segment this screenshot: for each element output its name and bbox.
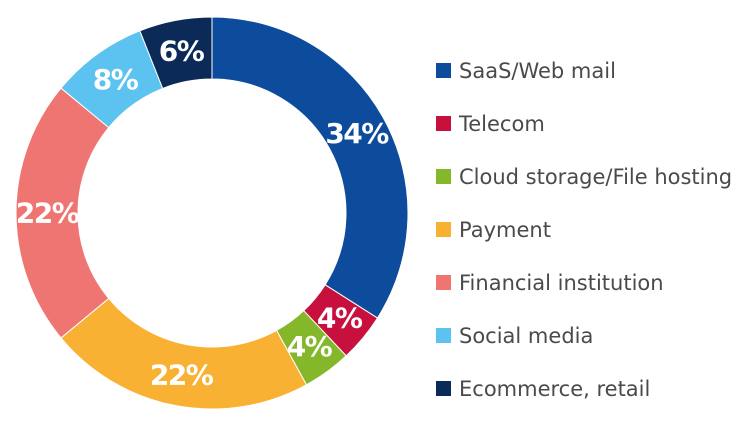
slices-group [15, 16, 409, 410]
slice-label-cloud-storage-file-hosting: 4% [287, 330, 333, 363]
slice-label-telecom: 4% [317, 302, 363, 335]
legend-item-financial-institution: Financial institution [436, 256, 732, 309]
legend-label: Payment [459, 217, 551, 242]
legend-swatch [436, 116, 451, 131]
legend-item-cloud-storage-file-hosting: Cloud storage/File hosting [436, 150, 732, 203]
slice-ecommerce-retail [139, 16, 213, 90]
legend-swatch [436, 222, 451, 237]
slice-label-payment: 22% [150, 359, 214, 392]
legend-label: Ecommerce, retail [459, 376, 651, 401]
slice-payment [60, 297, 308, 410]
legend-swatch [436, 275, 451, 290]
legend-swatch [436, 381, 451, 396]
legend-item-ecommerce-retail: Ecommerce, retail [436, 362, 732, 415]
legend: SaaS/Web mail Telecom Cloud storage/File h… [436, 44, 732, 415]
slice-saas-web-mail [211, 16, 409, 319]
legend-swatch [436, 169, 451, 184]
legend-swatch [436, 328, 451, 343]
legend-label: Telecom [459, 111, 545, 136]
legend-item-saas-web-mail: SaaS/Web mail [436, 44, 732, 97]
legend-label: Financial institution [459, 270, 664, 295]
legend-swatch [436, 63, 451, 78]
legend-label: Social media [459, 323, 594, 348]
legend-item-telecom: Telecom [436, 97, 732, 150]
slice-label-social-media: 8% [93, 63, 139, 96]
legend-label: Cloud storage/File hosting [459, 164, 733, 189]
slice-labels-group: 34% 4%4% 22% 22% 8% 6% [16, 34, 391, 392]
slice-label-financial-institution: 22% [16, 197, 80, 230]
legend-item-social-media: Social media [436, 309, 732, 362]
slice-label-ecommerce-retail: 6% [159, 34, 205, 67]
legend-label: SaaS/Web mail [459, 58, 616, 83]
slice-label-saas-web-mail: 34% [325, 117, 389, 150]
legend-item-payment: Payment [436, 203, 732, 256]
